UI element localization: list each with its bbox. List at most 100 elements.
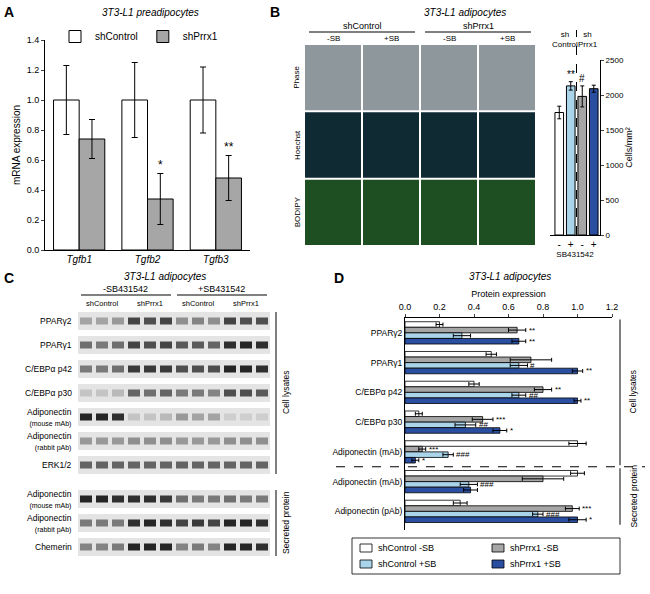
svg-text:0.4: 0.4 xyxy=(27,185,40,195)
svg-text:*: * xyxy=(510,426,513,435)
svg-text:+SB431542: +SB431542 xyxy=(198,284,245,294)
svg-text:#: # xyxy=(579,73,585,84)
svg-text:shPrrx1 +SB: shPrrx1 +SB xyxy=(510,559,561,569)
svg-text:shPrrx1 -SB: shPrrx1 -SB xyxy=(510,543,559,553)
svg-text:0.8: 0.8 xyxy=(537,302,550,312)
svg-text:Tgfb3: Tgfb3 xyxy=(203,254,229,265)
svg-text:*: * xyxy=(158,158,163,172)
svg-text:1000: 1000 xyxy=(606,161,624,170)
svg-text:C: C xyxy=(4,270,14,286)
svg-text:-SB: -SB xyxy=(443,34,456,43)
svg-text:1.4: 1.4 xyxy=(27,35,40,45)
svg-text:##: ## xyxy=(529,391,538,400)
svg-text:shControl: shControl xyxy=(95,31,138,42)
svg-text:+: + xyxy=(568,239,574,250)
svg-text:BODIPY: BODIPY xyxy=(293,196,302,227)
svg-text:C/EBPα p30: C/EBPα p30 xyxy=(25,388,72,398)
svg-text:0.0: 0.0 xyxy=(27,245,40,255)
svg-text:Phase: Phase xyxy=(292,65,301,88)
svg-text:**: ** xyxy=(586,366,592,375)
svg-text:3T3-L1 adipocytes: 3T3-L1 adipocytes xyxy=(424,7,506,18)
svg-text:2000: 2000 xyxy=(606,91,624,100)
svg-text:mRNA expression: mRNA expression xyxy=(11,105,22,185)
svg-text:**: ** xyxy=(584,396,590,405)
svg-text:Secreted protein: Secreted protein xyxy=(281,491,291,554)
svg-text:C/EBPα p42: C/EBPα p42 xyxy=(25,364,72,374)
svg-text:PPARγ1: PPARγ1 xyxy=(40,340,72,350)
svg-text:B: B xyxy=(270,4,280,20)
svg-text:**: ** xyxy=(529,337,535,346)
svg-text:##: ## xyxy=(479,420,488,429)
svg-text:Cell lysates: Cell lysates xyxy=(281,371,291,414)
svg-text:0.0: 0.0 xyxy=(399,302,412,312)
svg-text:+SB: +SB xyxy=(384,34,399,43)
svg-text:#: # xyxy=(530,361,535,370)
svg-text:shControl: shControl xyxy=(343,21,382,31)
svg-text:0.8: 0.8 xyxy=(27,125,40,135)
svg-text:shControl +SB: shControl +SB xyxy=(378,559,436,569)
svg-text:500: 500 xyxy=(606,196,620,205)
svg-text:###: ### xyxy=(546,510,560,519)
svg-text:0.6: 0.6 xyxy=(27,155,40,165)
svg-text:3T3-L1 adipocytes: 3T3-L1 adipocytes xyxy=(124,271,206,282)
svg-text:shPrrx1: shPrrx1 xyxy=(137,299,163,308)
svg-text:Adiponectin (mAb): Adiponectin (mAb) xyxy=(332,477,402,487)
svg-text:*: * xyxy=(589,515,592,524)
svg-text:A: A xyxy=(4,4,14,20)
svg-text:C/EBPα p30: C/EBPα p30 xyxy=(355,417,402,427)
svg-text:-: - xyxy=(558,239,561,250)
svg-text:ERK1/2: ERK1/2 xyxy=(42,460,72,470)
svg-text:shPrrx1: shPrrx1 xyxy=(233,299,259,308)
svg-text:Adiponectin (mAb): Adiponectin (mAb) xyxy=(332,447,402,457)
svg-text:Adiponectin(rabbit pAb): Adiponectin(rabbit pAb) xyxy=(27,431,72,452)
svg-text:SB431542: SB431542 xyxy=(556,250,594,259)
svg-text:1.0: 1.0 xyxy=(571,302,584,312)
svg-text:shPrrx1: shPrrx1 xyxy=(578,30,598,49)
svg-text:0.4: 0.4 xyxy=(468,302,481,312)
svg-text:shControl: shControl xyxy=(86,299,118,308)
svg-text:PPARγ2: PPARγ2 xyxy=(371,328,403,338)
svg-text:1500: 1500 xyxy=(606,126,624,135)
svg-text:**: ** xyxy=(555,385,561,394)
svg-text:0.2: 0.2 xyxy=(433,302,446,312)
svg-text:shControl -SB: shControl -SB xyxy=(378,543,434,553)
svg-text:-SB: -SB xyxy=(327,34,340,43)
svg-text:shPrrx1: shPrrx1 xyxy=(183,31,218,42)
svg-text:Adiponectin(rabbit pAb): Adiponectin(rabbit pAb) xyxy=(27,513,72,534)
svg-text:***: *** xyxy=(496,415,505,424)
svg-text:1.0: 1.0 xyxy=(27,95,40,105)
svg-text:**: ** xyxy=(567,69,575,80)
svg-text:+SB: +SB xyxy=(500,34,515,43)
svg-text:0: 0 xyxy=(606,231,611,240)
svg-text:3T3-L1 adipocytes: 3T3-L1 adipocytes xyxy=(469,271,551,282)
svg-text:0.6: 0.6 xyxy=(502,302,515,312)
svg-text:1.2: 1.2 xyxy=(27,65,40,75)
svg-text:Adiponectin (pAb): Adiponectin (pAb) xyxy=(335,506,403,516)
svg-text:PPARγ1: PPARγ1 xyxy=(371,358,403,368)
svg-text:2500: 2500 xyxy=(606,56,624,65)
svg-text:+: + xyxy=(591,239,597,250)
svg-text:**: ** xyxy=(529,326,535,335)
svg-text:shControl: shControl xyxy=(182,299,214,308)
svg-text:-: - xyxy=(581,239,584,250)
svg-text:Tgfb2: Tgfb2 xyxy=(135,254,161,265)
svg-text:shControl: shControl xyxy=(552,30,578,49)
svg-text:Adiponectin(mouse mAb): Adiponectin(mouse mAb) xyxy=(27,407,72,428)
svg-text:Cell lysates: Cell lysates xyxy=(628,370,638,413)
svg-text:Adiponectin(mouse mAb): Adiponectin(mouse mAb) xyxy=(27,489,72,510)
svg-text:***: *** xyxy=(582,504,591,513)
svg-text:-SB431542: -SB431542 xyxy=(103,284,148,294)
svg-text:***: *** xyxy=(429,445,438,454)
svg-text:Tgfb1: Tgfb1 xyxy=(66,254,92,265)
svg-text:**: ** xyxy=(224,140,234,154)
svg-text:3T3-L1 preadipocytes: 3T3-L1 preadipocytes xyxy=(102,7,199,18)
svg-text:*: * xyxy=(422,456,425,465)
svg-text:Chemerin: Chemerin xyxy=(35,542,72,552)
svg-text:1.2: 1.2 xyxy=(606,302,619,312)
svg-text:###: ### xyxy=(456,450,470,459)
svg-text:C/EBPα p42: C/EBPα p42 xyxy=(355,387,402,397)
svg-text:Protein expression: Protein expression xyxy=(471,289,546,299)
svg-text:0.2: 0.2 xyxy=(27,215,40,225)
svg-text:Secreted protein: Secreted protein xyxy=(629,465,639,528)
svg-text:PPARγ2: PPARγ2 xyxy=(40,316,72,326)
